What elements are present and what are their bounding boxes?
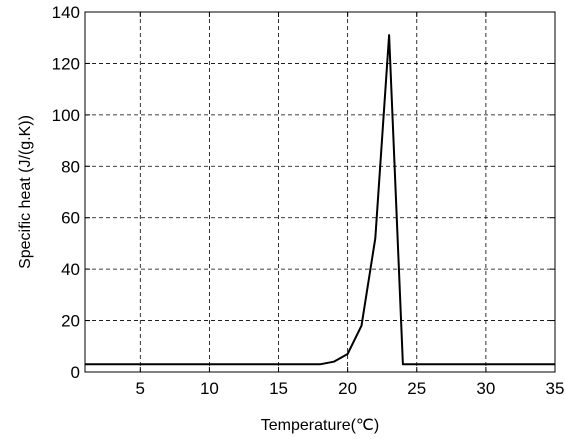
- x-tick-label: 20: [338, 379, 357, 398]
- x-tick-label: 5: [136, 379, 145, 398]
- y-tick-label: 40: [61, 260, 80, 279]
- axis-ticks: 5 10 15 20 25 30 35 0 20 40 60 80 100 120 140: [52, 3, 565, 398]
- x-axis-label: Temperature(℃): [261, 417, 379, 434]
- x-tick-label: 35: [546, 379, 565, 398]
- x-tick-label: 30: [476, 379, 495, 398]
- plot-frame: [84, 11, 556, 373]
- grid: [85, 12, 556, 372]
- y-tick-label: 120: [52, 54, 80, 73]
- y-tick-label: 100: [52, 106, 80, 125]
- x-tick-label: 10: [200, 379, 219, 398]
- series-layer: [85, 34, 555, 366]
- y-tick-label: 80: [61, 157, 80, 176]
- y-tick-label: 20: [61, 312, 80, 331]
- y-axis-label: Specific heat (J/(g.K)): [17, 115, 34, 269]
- y-tick-label: 140: [52, 3, 80, 22]
- specific-heat-line: [85, 34, 555, 366]
- x-tick-label: 15: [269, 379, 288, 398]
- x-tick-label: 25: [407, 379, 426, 398]
- y-tick-label: 0: [71, 363, 80, 382]
- y-tick-label: 60: [61, 209, 80, 228]
